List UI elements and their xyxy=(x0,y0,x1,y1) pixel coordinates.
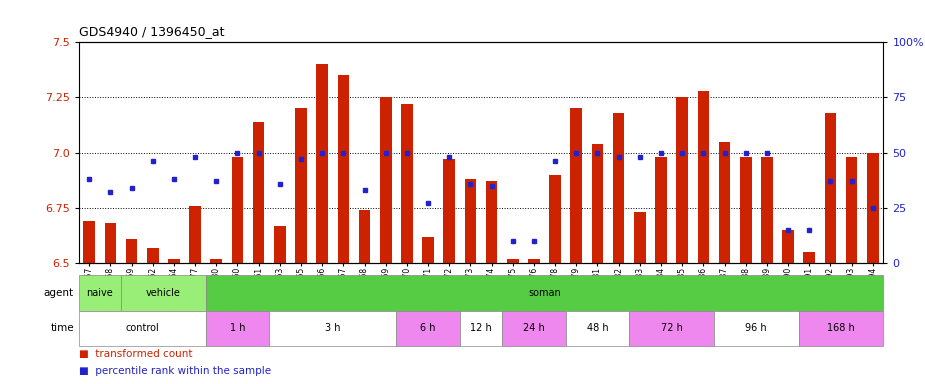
Text: ■  percentile rank within the sample: ■ percentile rank within the sample xyxy=(79,366,271,376)
Bar xyxy=(676,98,688,263)
Bar xyxy=(126,239,138,263)
Bar xyxy=(783,230,794,263)
Bar xyxy=(168,259,179,263)
Text: naive: naive xyxy=(86,288,113,298)
Text: control: control xyxy=(125,323,159,333)
Text: 96 h: 96 h xyxy=(746,323,767,333)
Text: time: time xyxy=(50,323,74,333)
Bar xyxy=(592,144,603,263)
Text: GDS4940 / 1396450_at: GDS4940 / 1396450_at xyxy=(79,25,224,38)
Bar xyxy=(211,259,222,263)
Bar xyxy=(316,64,328,263)
Text: 48 h: 48 h xyxy=(586,323,609,333)
Bar xyxy=(422,237,434,263)
Bar xyxy=(338,75,349,263)
Text: vehicle: vehicle xyxy=(146,288,180,298)
Bar xyxy=(697,91,709,263)
Bar xyxy=(804,252,815,263)
Text: 3 h: 3 h xyxy=(325,323,340,333)
Bar xyxy=(571,108,582,263)
Bar xyxy=(359,210,370,263)
Bar xyxy=(83,221,95,263)
Bar xyxy=(655,157,667,263)
Text: agent: agent xyxy=(43,288,74,298)
Text: 1 h: 1 h xyxy=(229,323,245,333)
Text: ■  transformed count: ■ transformed count xyxy=(79,349,192,359)
Bar xyxy=(380,98,391,263)
Bar xyxy=(147,248,158,263)
Bar xyxy=(761,157,772,263)
Text: 12 h: 12 h xyxy=(470,323,492,333)
Bar xyxy=(867,152,879,263)
Text: soman: soman xyxy=(528,288,561,298)
Bar xyxy=(443,159,455,263)
Bar xyxy=(719,142,731,263)
Text: 168 h: 168 h xyxy=(827,323,855,333)
Text: 72 h: 72 h xyxy=(660,323,683,333)
Text: 6 h: 6 h xyxy=(420,323,436,333)
Text: 24 h: 24 h xyxy=(523,323,545,333)
Bar xyxy=(253,122,265,263)
Bar xyxy=(528,259,540,263)
Bar xyxy=(190,206,201,263)
Bar xyxy=(549,175,561,263)
Bar xyxy=(295,108,307,263)
Bar xyxy=(507,259,519,263)
Bar xyxy=(464,179,476,263)
Bar xyxy=(634,212,646,263)
Bar xyxy=(231,157,243,263)
Bar xyxy=(824,113,836,263)
Bar xyxy=(486,181,498,263)
Bar xyxy=(845,157,857,263)
Bar xyxy=(740,157,751,263)
Bar xyxy=(613,113,624,263)
Bar xyxy=(105,223,117,263)
Bar xyxy=(401,104,413,263)
Bar xyxy=(274,225,286,263)
